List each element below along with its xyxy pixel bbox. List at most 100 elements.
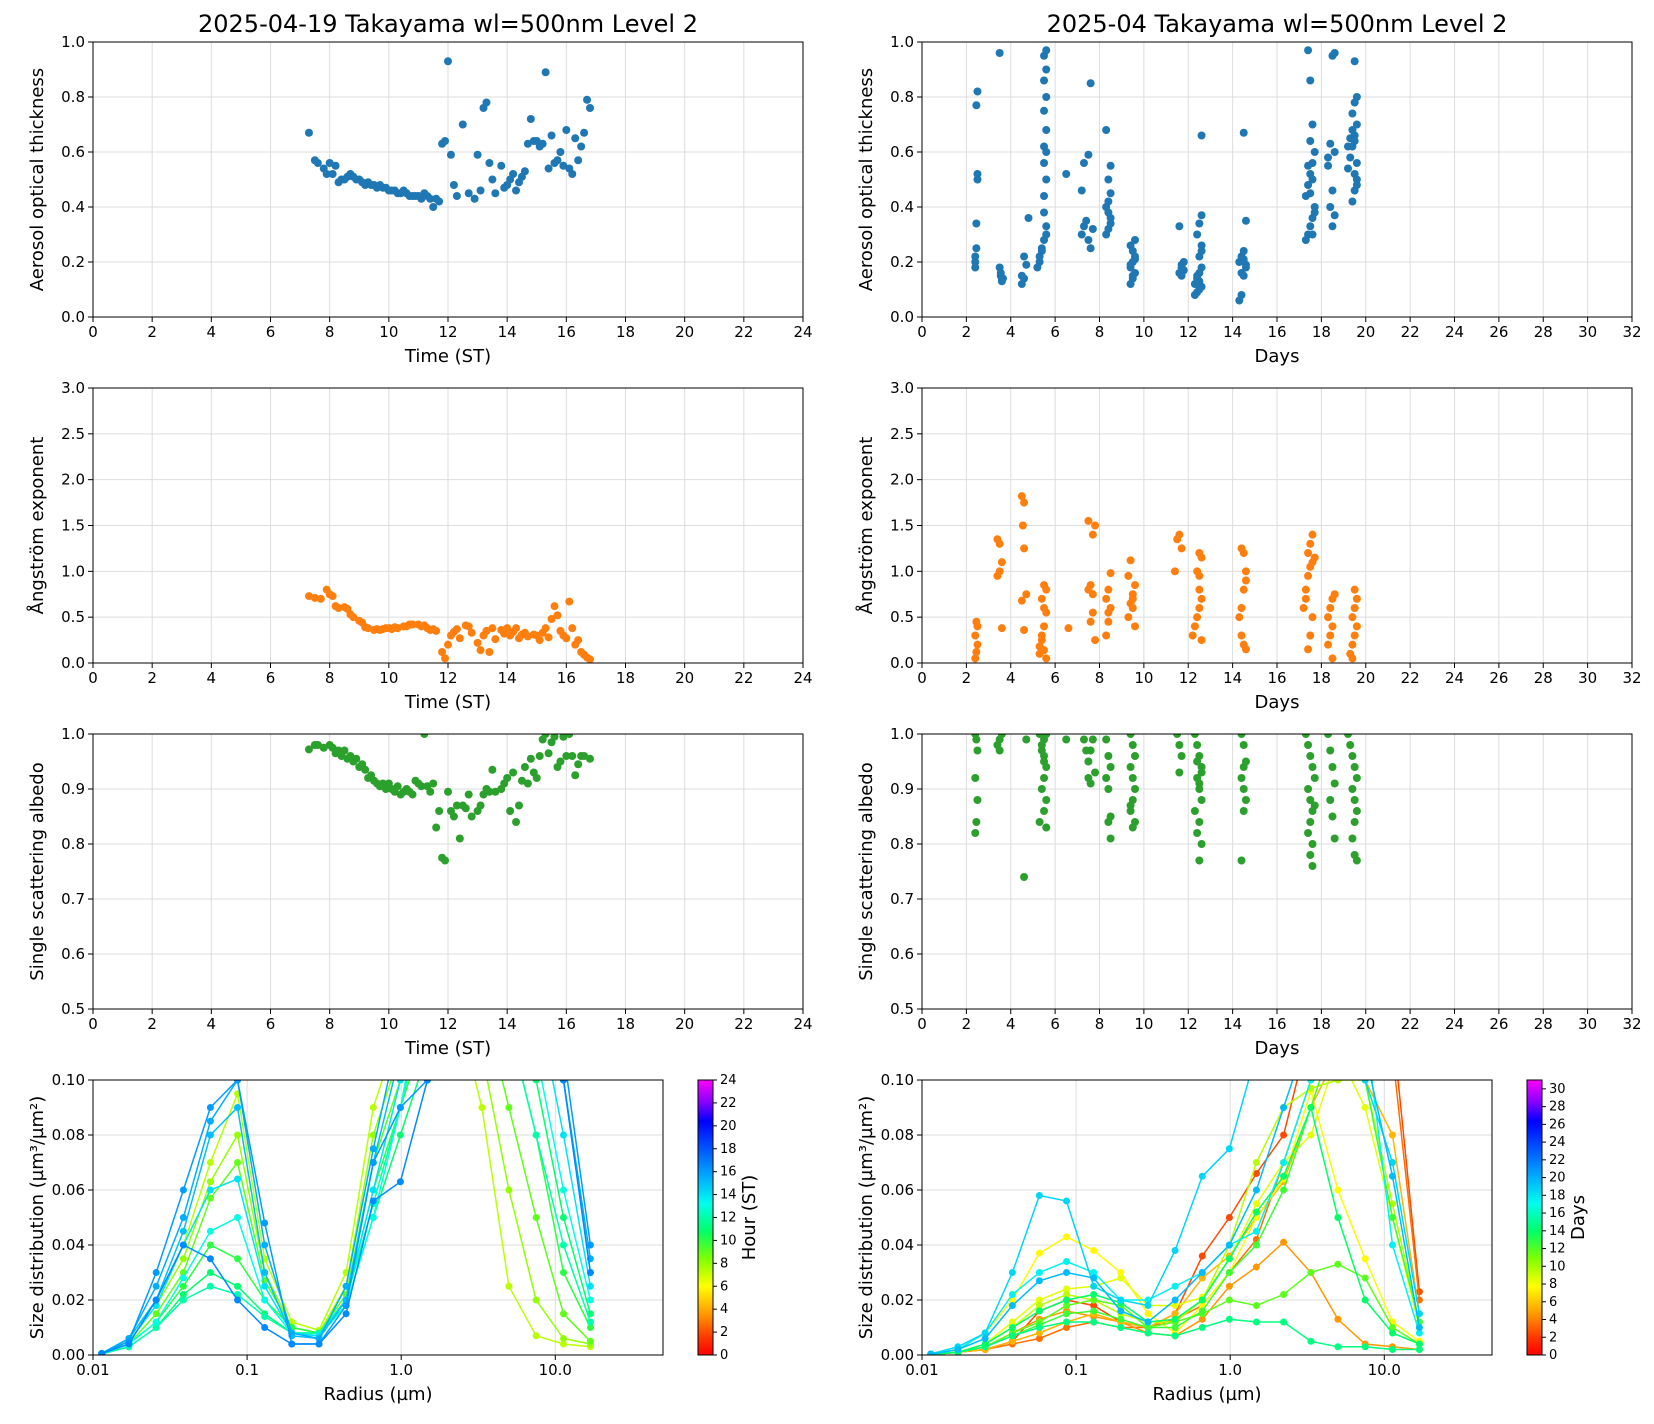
chart2-point bbox=[334, 604, 343, 612]
chart6-series-point bbox=[559, 1335, 567, 1342]
chart3-point bbox=[1188, 631, 1197, 640]
chart1-point bbox=[971, 252, 980, 261]
chart6-xlabel: Radius (µm) bbox=[323, 1384, 432, 1405]
chart2-point bbox=[568, 624, 577, 633]
chart7-series-point bbox=[1008, 1332, 1016, 1340]
chart5-point bbox=[1304, 829, 1313, 837]
chart6-colorbar-tick-label: 22 bbox=[720, 1096, 737, 1111]
chart5-point bbox=[1304, 785, 1313, 793]
chart6-series-point bbox=[179, 1241, 187, 1249]
chart2-ytick-label: 1.5 bbox=[61, 517, 85, 535]
chart6-colorbar-tick-label: 6 bbox=[720, 1279, 728, 1294]
chart2-ytick-label: 2.0 bbox=[61, 471, 85, 489]
chart5-point bbox=[1040, 807, 1049, 815]
chart1-xtick-label: 18 bbox=[1312, 323, 1331, 341]
chart1-point bbox=[1308, 175, 1317, 184]
chart6-series-point bbox=[478, 912, 485, 919]
chart4-point bbox=[550, 734, 559, 741]
chart1-point bbox=[1346, 153, 1355, 162]
chart2-point bbox=[491, 635, 500, 644]
chart5-point bbox=[1040, 774, 1049, 782]
chart6-series-point bbox=[451, 884, 458, 891]
chart7-colorbar-tick-label: 16 bbox=[1549, 1206, 1566, 1221]
chart6-series-point bbox=[451, 912, 458, 919]
chart2-point bbox=[328, 592, 337, 601]
chart6-series-point bbox=[152, 1324, 160, 1331]
chart0-point bbox=[574, 156, 583, 165]
chart4-point bbox=[393, 782, 402, 791]
chart2-xtick-label: 12 bbox=[438, 669, 457, 687]
chart4-point bbox=[441, 856, 450, 865]
chart0-point bbox=[426, 194, 435, 203]
chart6-series-point bbox=[179, 1291, 187, 1298]
chart6-series-point bbox=[560, 1049, 567, 1056]
chart2-point bbox=[586, 655, 594, 663]
chart1-point bbox=[1042, 230, 1051, 239]
chart1-point bbox=[1126, 260, 1135, 269]
chart7-series-point bbox=[1252, 1227, 1260, 1235]
chart1-point bbox=[1352, 181, 1361, 189]
chart1-xtick-label: 28 bbox=[1534, 323, 1553, 341]
chart6-series-point bbox=[559, 1310, 567, 1318]
chart4-point bbox=[520, 763, 529, 771]
chart7-series-point bbox=[1252, 1208, 1260, 1216]
chart0-point bbox=[473, 150, 482, 159]
chart4-xtick-label: 18 bbox=[616, 1015, 635, 1033]
chart7-series-point bbox=[1117, 1315, 1125, 1323]
chart7-ytick-label: 0.06 bbox=[881, 1181, 914, 1199]
chart3-point bbox=[972, 648, 981, 656]
chart7-series-point bbox=[1171, 1302, 1179, 1309]
chart3-point bbox=[1102, 631, 1111, 640]
chart0-xtick-label: 14 bbox=[498, 323, 517, 341]
chart5-point bbox=[1126, 807, 1135, 815]
chart4-ytick-label: 0.5 bbox=[61, 1000, 85, 1018]
chart1-grid bbox=[921, 41, 1633, 318]
chart7-series-point bbox=[1063, 1269, 1071, 1276]
chart5-point bbox=[1330, 779, 1339, 788]
chart7-ylabel: Size distribution (µm³/µm²) bbox=[856, 1096, 877, 1339]
chart5-ylabel: Single scattering albedo bbox=[856, 762, 877, 980]
chart4-point bbox=[586, 754, 594, 763]
chart0-xtick-label: 2 bbox=[147, 323, 157, 341]
chart3-point bbox=[971, 654, 980, 663]
chart6-series-point bbox=[179, 1282, 187, 1290]
chart5-point bbox=[1344, 734, 1352, 738]
chart7-series-point bbox=[1063, 1233, 1071, 1241]
chart3-point bbox=[1348, 640, 1357, 649]
chart7-series-point bbox=[1090, 1302, 1098, 1309]
chart1-point bbox=[1197, 211, 1206, 220]
chart4-ytick-label: 0.8 bbox=[61, 835, 85, 853]
chart6-series-point bbox=[424, 967, 431, 974]
chart0-point bbox=[441, 137, 450, 145]
chart2-point bbox=[476, 646, 485, 655]
chart6-xtick-label: 1.0 bbox=[389, 1361, 413, 1379]
chart7-colorbar-tick-label: 20 bbox=[1549, 1171, 1566, 1186]
chart7-series-point bbox=[1225, 1269, 1233, 1276]
chart7-series-point bbox=[1334, 994, 1341, 1001]
chart2-xtick-label: 18 bbox=[616, 669, 635, 687]
chart6-series-point bbox=[179, 1214, 187, 1221]
chart5-point bbox=[1042, 734, 1051, 738]
chart5-point bbox=[1128, 741, 1137, 749]
chart1-xtick-label: 22 bbox=[1401, 323, 1420, 341]
chart5-point bbox=[1195, 818, 1204, 826]
chart0-point bbox=[429, 203, 438, 211]
chart3-xtick-label: 2 bbox=[962, 669, 972, 687]
chart7-series-point bbox=[1144, 1310, 1152, 1318]
chart6-series-point bbox=[152, 1310, 160, 1318]
chart3-point bbox=[1020, 544, 1029, 553]
chart3-point bbox=[1328, 654, 1337, 663]
chart7-series-point bbox=[1090, 1318, 1098, 1326]
chart1-point bbox=[1079, 159, 1088, 167]
chart6-series-point bbox=[424, 912, 431, 919]
chart6-series-point bbox=[369, 1131, 377, 1139]
chart3-point bbox=[1128, 594, 1137, 603]
chart7-series-point bbox=[1415, 1324, 1423, 1331]
chart5-point bbox=[1306, 796, 1315, 804]
chart1-point bbox=[1330, 211, 1339, 220]
chart6-series-point bbox=[424, 967, 431, 974]
chart1-ytick-label: 0.6 bbox=[890, 143, 914, 161]
chart6-series-point bbox=[288, 1340, 296, 1348]
chart7-series-point bbox=[1090, 1291, 1098, 1298]
chart1-point bbox=[1077, 186, 1086, 195]
